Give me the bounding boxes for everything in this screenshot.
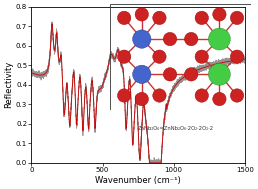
Circle shape — [230, 11, 244, 25]
Circle shape — [208, 28, 230, 50]
Circle shape — [117, 11, 131, 25]
Circle shape — [135, 8, 149, 21]
Circle shape — [184, 68, 198, 81]
Circle shape — [135, 92, 149, 106]
Circle shape — [163, 32, 177, 46]
Circle shape — [213, 8, 226, 21]
Circle shape — [230, 89, 244, 102]
Circle shape — [195, 50, 208, 63]
Circle shape — [133, 30, 151, 48]
Y-axis label: Reflectivity: Reflectivity — [4, 61, 13, 108]
Circle shape — [230, 50, 244, 63]
Circle shape — [153, 11, 166, 25]
Circle shape — [153, 50, 166, 63]
Text: ZnNb₂O₆=ZnNb₂O₆·2O₂·2O₂·2: ZnNb₂O₆=ZnNb₂O₆·2O₂·2O₂·2 — [138, 126, 214, 131]
Circle shape — [213, 92, 226, 106]
Circle shape — [184, 32, 198, 46]
Circle shape — [153, 89, 166, 102]
Circle shape — [117, 50, 131, 63]
X-axis label: Wavenumber (cm⁻¹): Wavenumber (cm⁻¹) — [95, 176, 181, 185]
Circle shape — [195, 11, 208, 25]
Circle shape — [208, 63, 230, 85]
Circle shape — [117, 89, 131, 102]
Circle shape — [163, 68, 177, 81]
Circle shape — [195, 89, 208, 102]
Circle shape — [133, 65, 151, 84]
